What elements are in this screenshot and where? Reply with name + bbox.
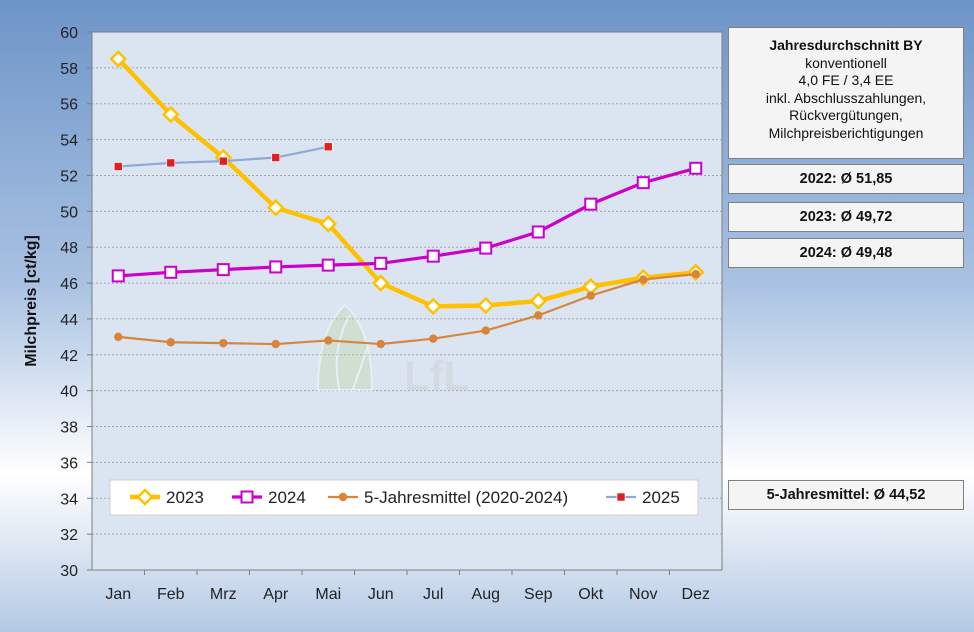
y-tick-label: 38 — [60, 420, 78, 437]
y-tick-label: 42 — [60, 348, 78, 365]
data-point-diamond — [371, 274, 390, 292]
series-5-jahresmittel-2020-2024- — [114, 269, 700, 349]
y-tick-label: 54 — [60, 133, 78, 150]
x-tick-label: Jul — [423, 586, 443, 603]
data-point-square — [426, 249, 440, 263]
x-tick-label: Mrz — [210, 586, 237, 603]
y-tick-label: 30 — [60, 563, 78, 580]
avg-5-year-box: 5-Jahresmittel: Ø 44,52 — [728, 480, 964, 510]
x-tick-label: Mai — [315, 586, 341, 603]
data-point-diamond — [529, 292, 548, 310]
y-tick-label: 60 — [60, 25, 78, 42]
x-tick-label: Okt — [578, 586, 603, 603]
lfl-watermark: LfL — [316, 303, 469, 399]
avg-2023-box: 2023: Ø 49,72 — [728, 202, 964, 232]
data-point-circle — [324, 336, 333, 345]
y-tick-label: 32 — [60, 527, 78, 544]
data-point-red-square — [323, 142, 333, 152]
x-tick-label: Apr — [263, 586, 289, 603]
data-point-square — [689, 161, 703, 175]
data-point-circle — [639, 275, 648, 284]
data-point-square — [216, 263, 230, 277]
data-point-diamond — [319, 215, 338, 233]
y-tick-label: 46 — [60, 276, 78, 293]
x-tick-label: Feb — [157, 586, 185, 603]
data-point-square — [321, 258, 335, 272]
data-point-circle — [534, 311, 543, 320]
info-title: Jahresdurchschnitt BY — [769, 37, 923, 53]
y-axis-ticks: 30 32 34 36 38 40 42 44 46 48 50 52 54 56 58 60 — [60, 25, 92, 580]
data-point-red-square — [271, 153, 281, 162]
y-tick-label: 52 — [60, 168, 78, 185]
y-tick-label: 40 — [60, 384, 78, 401]
data-point-square — [111, 269, 125, 283]
legend-box — [109, 479, 699, 516]
info-line: Milchpreisberichtigungen — [768, 124, 924, 141]
series-2025 — [113, 142, 333, 171]
data-point-circle — [219, 338, 228, 348]
data-point-square — [636, 176, 650, 190]
data-point-red-square — [113, 162, 123, 171]
data-point-diamond — [476, 296, 495, 315]
data-point-square — [374, 256, 388, 270]
data-point-circle — [586, 291, 595, 300]
series-line — [116, 57, 696, 309]
y-tick-label: 58 — [60, 61, 78, 78]
data-point-red-square — [616, 492, 626, 502]
x-tick-label: Jun — [368, 586, 394, 603]
series-2024 — [111, 161, 703, 283]
data-point-square — [531, 225, 545, 239]
data-point-diamond — [161, 105, 180, 124]
data-point-red-square — [166, 158, 176, 168]
legend-label: 2023 — [166, 488, 204, 507]
legend-label: 2025 — [642, 488, 680, 507]
data-point-circle — [166, 338, 175, 347]
y-tick-label: 36 — [60, 455, 78, 472]
watermark-text: LfL — [404, 352, 469, 399]
series-group — [109, 50, 705, 349]
y-tick-label: 50 — [60, 204, 78, 221]
info-line: 4,0 FE / 3,4 EE — [798, 72, 894, 88]
data-point-diamond — [266, 198, 285, 217]
data-point-square — [584, 197, 598, 211]
y-axis-label: Milchpreis [ct/kg] — [23, 235, 40, 367]
legend-label: 5-Jahresmittel (2020-2024) — [364, 488, 568, 507]
info-line: Rückvergütungen, — [789, 107, 903, 123]
y-tick-label: 56 — [60, 97, 78, 114]
legend-label: 2024 — [268, 488, 306, 507]
y-tick-label: 44 — [60, 312, 78, 329]
data-point-square — [479, 241, 493, 255]
data-point-circle — [691, 269, 700, 279]
avg-2022-box: 2022: Ø 51,85 — [728, 164, 964, 194]
series-line — [118, 166, 697, 278]
avg-2024-box: 2024: Ø 49,48 — [728, 238, 964, 268]
series-line — [118, 273, 696, 346]
data-point-circle — [481, 326, 490, 335]
x-axis-ticks: Jan Feb Mrz Apr Mai Jun Jul Aug Sep Okt Nov Dez — [105, 570, 710, 603]
data-point-circle — [271, 339, 280, 349]
data-point-square — [269, 260, 283, 274]
data-point-circle — [376, 339, 385, 349]
x-tick-label: Aug — [472, 586, 500, 603]
data-point-diamond — [136, 488, 154, 506]
x-tick-label: Dez — [682, 586, 710, 603]
x-tick-label: Jan — [105, 586, 131, 603]
data-point-diamond — [424, 297, 443, 316]
data-point-circle — [338, 492, 348, 502]
x-tick-label: Nov — [629, 586, 657, 603]
y-tick-label: 48 — [60, 240, 78, 257]
data-point-diamond — [109, 50, 128, 68]
legend: 2023 2024 5-Jahresmittel (2020-2024) 2025 — [109, 479, 699, 516]
data-point-circle — [114, 332, 123, 342]
data-point-circle — [429, 334, 438, 343]
annual-average-info: Jahresdurchschnitt BY konventionell 4,0 … — [728, 27, 964, 159]
data-point-square — [164, 265, 178, 279]
x-tick-label: Sep — [524, 586, 553, 603]
info-line: inkl. Abschlusszahlungen, — [765, 89, 927, 106]
info-line: konventionell — [805, 54, 887, 71]
data-point-square — [240, 490, 254, 504]
y-tick-label: 34 — [60, 491, 78, 508]
data-point-red-square — [218, 156, 228, 166]
